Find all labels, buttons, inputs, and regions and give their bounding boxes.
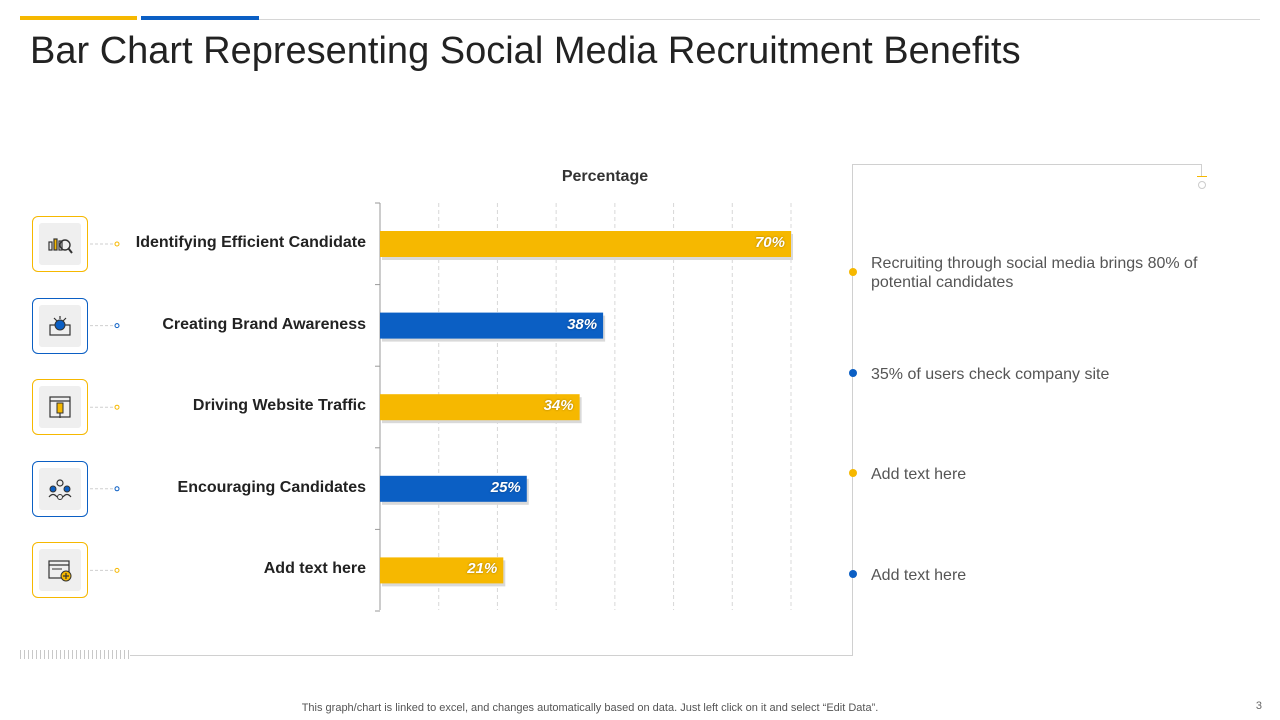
frame-right-tick xyxy=(1201,164,1202,176)
note-bullet xyxy=(849,369,857,377)
note-bullet xyxy=(849,469,857,477)
category-label: Identifying Efficient Candidate xyxy=(135,234,366,251)
team-icon xyxy=(32,460,88,517)
icon-inner xyxy=(39,549,81,592)
top-accent-yellow xyxy=(20,16,137,20)
icon-inner xyxy=(39,386,81,429)
chart-title: Percentage xyxy=(561,168,649,185)
icon-inner xyxy=(39,223,81,265)
web-page-icon xyxy=(32,379,88,436)
note-text: 35% of users check company site xyxy=(871,366,1110,383)
icon-connector-dot xyxy=(114,404,120,410)
add-window-icon xyxy=(32,542,88,599)
bar-value-label: 38% xyxy=(567,315,598,333)
megaphone-icon xyxy=(32,297,88,354)
icon-inner xyxy=(39,304,81,347)
bar xyxy=(380,394,580,421)
icon-connector-dot xyxy=(114,323,120,329)
top-rule xyxy=(259,19,1260,20)
bar-value-label: 34% xyxy=(543,397,574,415)
category-label: Driving Website Traffic xyxy=(192,397,366,415)
bar xyxy=(380,231,791,257)
frame-corner-marker xyxy=(1197,176,1207,177)
bar-value-label: 25% xyxy=(490,478,521,496)
note-text: Add text here xyxy=(871,466,967,483)
frame-left-rule xyxy=(852,164,853,656)
frame-top-rule xyxy=(852,164,1202,165)
icon-inner xyxy=(39,467,81,510)
bar-value-label: 70% xyxy=(754,234,785,251)
frame-hatch xyxy=(20,650,130,659)
page-number: 3 xyxy=(1255,700,1262,712)
category-label: Encouraging Candidates xyxy=(177,478,366,496)
bar xyxy=(380,557,504,584)
bar xyxy=(380,312,604,339)
top-accent-blue xyxy=(141,16,259,20)
note-text: Add text here xyxy=(871,567,967,584)
slide-title: Bar Chart Representing Social Media Recr… xyxy=(30,30,1021,72)
footer-note: This graph/chart is linked to excel, and… xyxy=(301,702,879,714)
bar-value-label: 21% xyxy=(467,560,498,578)
icon-connector-dot xyxy=(114,241,120,247)
note-text: Recruiting through social media brings 8… xyxy=(871,255,1198,291)
bar xyxy=(380,475,527,502)
category-label: Creating Brand Awareness xyxy=(162,315,366,333)
note-bullet xyxy=(849,268,857,276)
icon-connector-dot xyxy=(114,486,120,492)
chart-search-icon xyxy=(32,216,88,272)
frame-corner-circle xyxy=(1198,181,1206,189)
frame-bottom-rule xyxy=(130,655,852,656)
note-bullet xyxy=(849,570,857,578)
category-label: Add text here xyxy=(263,560,366,578)
icon-connector-dot xyxy=(114,567,120,573)
